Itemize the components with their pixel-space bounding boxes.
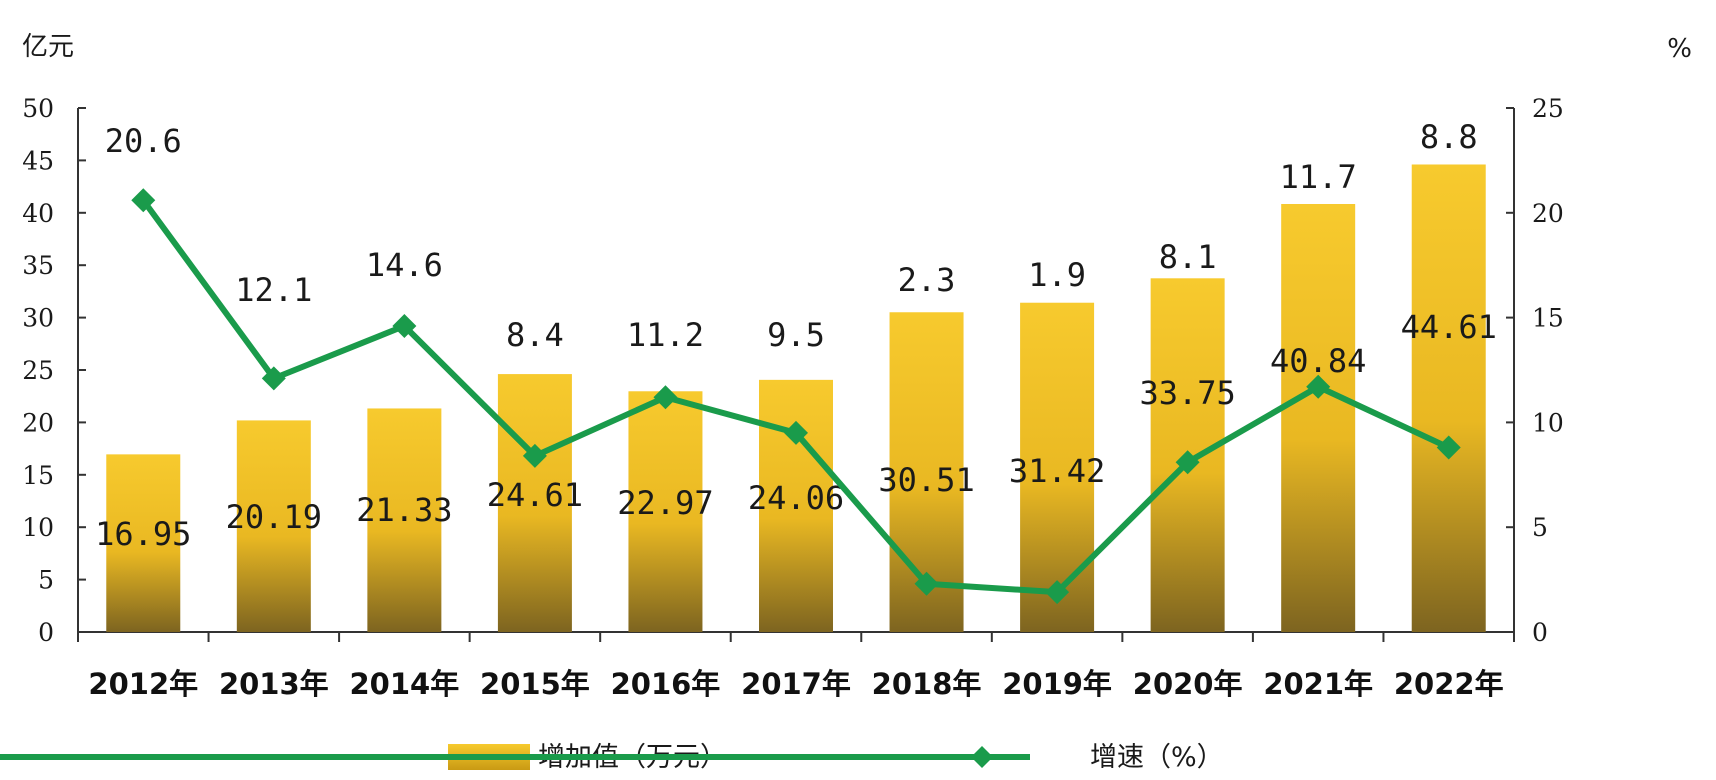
bar: [628, 391, 703, 632]
line-data-label: 20.6: [105, 122, 182, 160]
category-labels: 2012年 2013年 2014年 2015年 2016年 2017年 2018年 2019年…: [88, 667, 1503, 701]
bar-data-label: 30.51: [878, 461, 974, 499]
left-tick-label: 5: [38, 566, 54, 595]
bar-data-label: 24.61: [487, 476, 583, 514]
left-tick-label: 35: [22, 251, 54, 280]
line-marker: [914, 571, 939, 596]
bar-data-label: 33.75: [1139, 374, 1235, 412]
bar-data-labels: 16.95 20.19 21.33 24.61 22.97 24.06 30.51 31.42…: [95, 308, 1497, 553]
right-tick-label: 20: [1532, 199, 1564, 228]
bar-data-label: 16.95: [95, 515, 191, 553]
left-tick-label: 20: [22, 408, 54, 437]
left-tick-label: 0: [38, 618, 54, 647]
right-tick-label: 15: [1532, 304, 1564, 333]
left-tick-label: 30: [22, 304, 54, 333]
bar: [236, 420, 311, 632]
bar: [106, 454, 181, 632]
line-marker: [261, 366, 286, 391]
right-tick-label: 5: [1532, 513, 1548, 542]
category-label: 2016年: [611, 667, 721, 701]
bar-data-label: 22.97: [617, 484, 713, 522]
line-data-label: 1.9: [1028, 256, 1086, 294]
bar-data-label: 20.19: [226, 498, 322, 536]
line-data-label: 9.5: [767, 316, 825, 354]
axes: 0 5 10 15 20 25 30 35 40 45 50 0 5 10 15 20 25: [22, 94, 1564, 647]
legend: 增加值（万元） 增速（%）: [0, 742, 1224, 773]
bar-series: [106, 164, 1486, 633]
legend-line-marker: [971, 746, 993, 768]
line-data-label: 14.6: [366, 246, 443, 284]
right-tick-label: 10: [1532, 408, 1564, 437]
line-marker: [1436, 435, 1461, 460]
left-tick-label: 45: [22, 146, 54, 175]
category-label: 2019年: [1002, 667, 1112, 701]
line-data-label: 8.8: [1420, 118, 1478, 156]
bar: [1411, 164, 1486, 633]
line-data-label: 11.7: [1280, 158, 1357, 196]
bar-data-label: 40.84: [1270, 342, 1366, 380]
line-data-label: 11.2: [627, 316, 704, 354]
category-label: 2015年: [480, 667, 590, 701]
left-tick-label: 40: [22, 199, 54, 228]
category-label: 2017年: [741, 667, 851, 701]
category-label: 2021年: [1263, 667, 1373, 701]
category-label: 2018年: [872, 667, 982, 701]
left-axis-unit: 亿元: [22, 32, 74, 62]
bar: [1020, 302, 1095, 632]
line-data-label: 8.4: [506, 316, 564, 354]
bar-data-label: 44.61: [1401, 308, 1497, 346]
line-marker: [131, 188, 156, 213]
legend-line-label: 增速（%）: [1090, 742, 1224, 773]
line-marker: [392, 313, 417, 338]
line-marker: [1175, 450, 1200, 475]
line-marker: [522, 443, 547, 468]
category-label: 2020年: [1133, 667, 1243, 701]
line-marker: [653, 385, 678, 410]
line-data-label: 2.3: [898, 261, 956, 299]
category-label: 2014年: [350, 667, 460, 701]
line-data-label: 12.1: [235, 271, 312, 309]
bar-data-label: 24.06: [748, 479, 844, 517]
right-tick-label: 25: [1532, 94, 1564, 123]
left-tick-label: 15: [22, 461, 54, 490]
left-tick-label: 10: [22, 513, 54, 542]
bar-data-label: 21.33: [356, 491, 452, 529]
line-data-label: 8.1: [1159, 238, 1217, 276]
line-marker: [1045, 580, 1070, 605]
line-data-labels: 20.6 12.1 14.6 8.4 11.2 9.5 2.3 1.9 8.1 11.7 8.8: [105, 118, 1478, 354]
category-label: 2013年: [219, 667, 329, 701]
right-axis-unit: %: [1667, 34, 1692, 64]
line-marker: [784, 420, 808, 445]
bar: [497, 374, 572, 632]
line-marker: [1306, 374, 1331, 399]
category-label: 2022年: [1394, 667, 1504, 701]
category-label: 2012年: [88, 667, 198, 701]
line-series: [131, 188, 1461, 605]
bar: [367, 408, 442, 632]
bar-data-label: 31.42: [1009, 452, 1105, 490]
right-tick-label: 0: [1532, 618, 1548, 647]
bar: [1281, 203, 1356, 632]
left-tick-label: 50: [22, 94, 54, 123]
left-tick-label: 25: [22, 356, 54, 385]
